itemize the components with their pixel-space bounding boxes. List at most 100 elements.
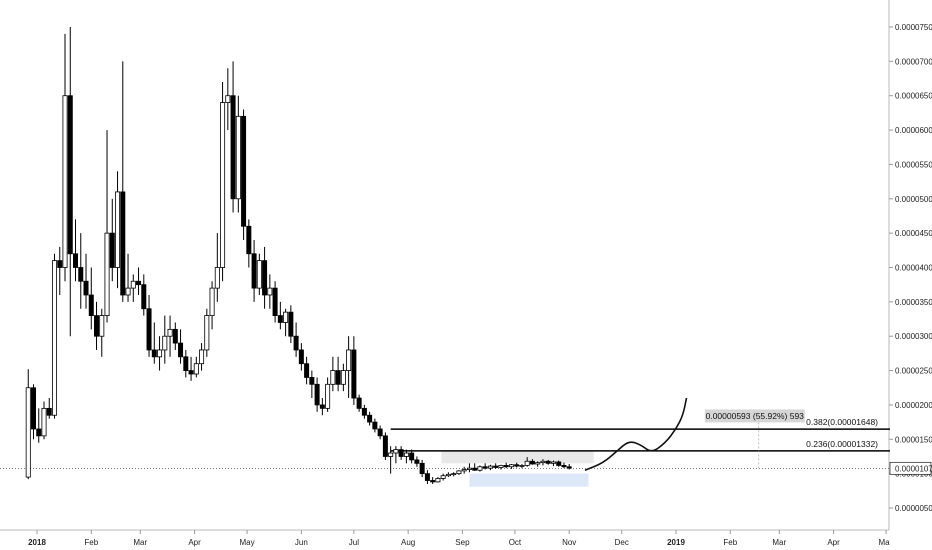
- time-tick-label: Mar: [133, 538, 147, 547]
- candle-body: [566, 466, 572, 469]
- candle-body: [351, 349, 357, 399]
- candle-body: [293, 335, 299, 351]
- current-price-label: 0.00001077: [895, 464, 932, 473]
- fibonacci-lines: 0.382(0.00001648) 0.236(0.00001332): [0, 417, 902, 469]
- time-tick-label: Jun: [295, 538, 308, 547]
- candle-body: [283, 311, 289, 323]
- candle-body: [309, 377, 315, 385]
- x-axis: 2018 Feb Mar Apr May Jun Jul Aug Sep Oct Nov Dec 201…: [28, 530, 894, 547]
- candle-body: [398, 449, 404, 457]
- candle-body: [535, 462, 541, 465]
- projection-path: [584, 397, 688, 471]
- candle-body: [346, 349, 352, 371]
- candle-body: [41, 407, 47, 437]
- current-price-badge: [889, 461, 932, 475]
- candle-body: [267, 287, 273, 296]
- candle-body: [94, 315, 100, 337]
- candle-body: [288, 311, 294, 337]
- measure-label-box: [704, 409, 805, 423]
- candle-body: [524, 460, 530, 466]
- candle-body: [109, 232, 115, 268]
- candle-body: [304, 363, 310, 378]
- candle-body: [188, 370, 194, 375]
- shaded-zone: [469, 473, 589, 487]
- time-tick-label: Jul: [349, 538, 359, 547]
- candle-body: [230, 95, 236, 200]
- projection-curve: [584, 397, 688, 471]
- time-tick-label: Mar: [772, 538, 786, 547]
- candle-body: [487, 465, 493, 469]
- candle-body: [199, 349, 205, 365]
- time-tick-label: Dec: [615, 538, 629, 547]
- highlight-zones: [441, 450, 594, 487]
- candle-body: [330, 370, 336, 385]
- candle-body: [52, 260, 58, 416]
- candle-body: [556, 461, 562, 466]
- candle-body: [550, 461, 556, 464]
- time-tick-label: Nov: [562, 538, 576, 547]
- candle-body: [183, 356, 189, 371]
- annotations: 0.00000593 (55.92%) 593: [704, 409, 805, 469]
- candle-body: [445, 473, 451, 477]
- candle-body: [67, 95, 73, 255]
- candle-body: [503, 464, 509, 468]
- candle-body: [419, 462, 425, 475]
- time-tick-label: Apr: [827, 538, 840, 547]
- candle-body: [162, 335, 168, 351]
- candle-body: [356, 397, 362, 409]
- candle-body: [36, 428, 42, 437]
- candle-body: [125, 287, 131, 296]
- fib-level-label: 0.382(0.00001648): [806, 417, 878, 427]
- candle-body: [435, 478, 441, 483]
- candle-body: [214, 267, 220, 289]
- price-axis-background: [890, 0, 932, 550]
- candle-body: [545, 460, 551, 464]
- candle-body: [167, 328, 173, 337]
- candle-body: [157, 349, 163, 358]
- candle-body: [319, 404, 325, 409]
- candle-body: [99, 315, 105, 337]
- candle-body: [540, 460, 546, 464]
- candle-body: [393, 449, 399, 454]
- candle-body: [204, 315, 210, 351]
- time-tick-label: 2018: [28, 538, 46, 547]
- time-tick-label: Oct: [509, 538, 522, 547]
- candle-body: [482, 466, 488, 469]
- candle-body: [277, 315, 283, 323]
- candle-body: [225, 95, 231, 103]
- candle-body: [430, 480, 436, 483]
- candle-body: [136, 280, 142, 286]
- candle-body: [172, 328, 178, 344]
- candle-body: [451, 473, 457, 476]
- candle-body: [220, 102, 226, 268]
- candle-body: [25, 387, 31, 478]
- candle-body: [440, 475, 446, 479]
- candle-body: [493, 465, 499, 468]
- time-tick-label: Apr: [188, 538, 201, 547]
- candle-body: [367, 414, 373, 423]
- candle-body: [151, 349, 157, 358]
- candle-body: [209, 287, 215, 317]
- shaded-zone: [441, 450, 594, 464]
- measure-label-text: 0.00000593 (55.92%) 593: [706, 411, 805, 421]
- time-grid: [0, 0, 890, 531]
- candle-body: [477, 466, 483, 471]
- candle-body: [508, 464, 514, 468]
- candle-body: [414, 459, 420, 464]
- candle-body: [377, 428, 383, 437]
- time-tick-label: May: [879, 538, 894, 547]
- candle-body: [78, 267, 84, 282]
- price-axis: 0.000005000.000010000.000015000.00002000…: [889, 0, 932, 550]
- candle-body: [561, 464, 567, 468]
- candle-body: [529, 460, 535, 465]
- candle-body: [88, 294, 94, 317]
- candle-body: [57, 260, 63, 268]
